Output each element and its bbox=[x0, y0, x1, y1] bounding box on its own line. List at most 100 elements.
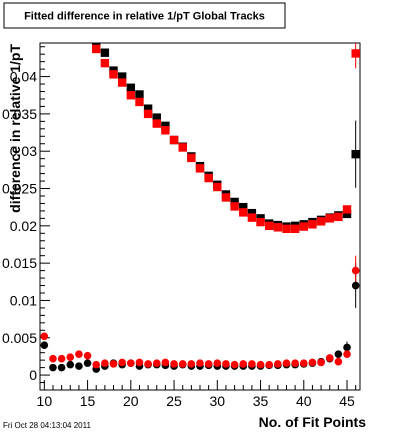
data-point bbox=[204, 360, 213, 368]
y-tick-label: 0.02 bbox=[10, 218, 37, 234]
data-point bbox=[247, 213, 257, 222]
data-point bbox=[222, 360, 230, 368]
data-point bbox=[213, 182, 222, 192]
data-point bbox=[290, 224, 300, 234]
data-point bbox=[274, 360, 282, 368]
y-tick-label: 0.025 bbox=[2, 181, 37, 197]
data-point bbox=[230, 360, 239, 369]
data-point bbox=[49, 354, 57, 363]
data-point bbox=[317, 358, 325, 367]
y-axis-title: difference in relative 1/pT bbox=[7, 44, 23, 213]
chart-title: Fitted difference in relative 1/pT Globa… bbox=[24, 11, 265, 23]
data-point bbox=[109, 360, 118, 368]
data-point bbox=[83, 351, 92, 360]
data-point bbox=[57, 363, 66, 372]
timestamp: Fri Oct 28 04:13:04 2011 bbox=[3, 421, 91, 430]
data-point bbox=[264, 221, 274, 231]
data-point bbox=[308, 358, 317, 367]
data-point bbox=[221, 193, 231, 202]
data-point bbox=[92, 360, 101, 369]
data-point bbox=[126, 91, 136, 100]
x-axis-title: No. of Fit Points bbox=[259, 414, 367, 430]
data-point bbox=[49, 363, 57, 372]
title-box bbox=[3, 2, 286, 29]
data-point bbox=[239, 202, 248, 212]
data-point bbox=[161, 126, 170, 135]
data-point bbox=[170, 360, 178, 368]
data-point bbox=[57, 354, 66, 363]
data-point bbox=[230, 202, 239, 211]
y-tick-label: 0.01 bbox=[10, 292, 37, 308]
data-point bbox=[152, 359, 161, 367]
data-point bbox=[248, 360, 256, 368]
data-point bbox=[351, 281, 360, 290]
data-point bbox=[334, 350, 343, 358]
data-point bbox=[195, 164, 205, 173]
data-point bbox=[161, 358, 170, 367]
x-tick-label: 20 bbox=[123, 393, 139, 409]
x-tick-label: 25 bbox=[166, 393, 182, 409]
x-tick-label: 45 bbox=[339, 393, 355, 409]
data-point bbox=[66, 360, 75, 369]
data-point bbox=[256, 360, 265, 369]
data-point bbox=[342, 209, 352, 219]
y-tick-label: 0.015 bbox=[2, 255, 37, 271]
data-point bbox=[143, 109, 153, 119]
data-point bbox=[291, 359, 299, 367]
data-point bbox=[135, 90, 144, 99]
data-point bbox=[126, 83, 136, 92]
data-point bbox=[152, 119, 161, 128]
data-point bbox=[101, 359, 109, 367]
data-point bbox=[118, 358, 126, 367]
data-point bbox=[40, 332, 49, 341]
axis-ticks bbox=[40, 46, 357, 391]
data-point bbox=[92, 44, 101, 54]
data-point bbox=[117, 72, 127, 81]
data-point bbox=[351, 266, 360, 275]
data-point bbox=[282, 359, 291, 367]
y-tick-label: 0.04 bbox=[10, 69, 37, 85]
data-point bbox=[213, 359, 222, 367]
data-point bbox=[308, 220, 317, 229]
data-point bbox=[187, 360, 196, 368]
y-tick-label: 0.035 bbox=[2, 106, 37, 122]
tick-labels: 10 15 20 25 30 35 40 45 0 0.005 0.01 0.015 0.02 0.025… bbox=[2, 69, 355, 409]
data-point bbox=[334, 212, 343, 222]
data-point bbox=[204, 173, 213, 183]
data-point bbox=[316, 217, 326, 226]
data-point bbox=[161, 121, 170, 131]
data-point bbox=[325, 354, 334, 362]
data-point bbox=[239, 208, 248, 217]
x-tick-label: 35 bbox=[253, 393, 269, 409]
data-point bbox=[127, 359, 135, 367]
data-point bbox=[351, 149, 360, 159]
data-point bbox=[343, 350, 351, 358]
x-tick-label: 15 bbox=[80, 393, 96, 409]
data-point bbox=[66, 353, 75, 361]
data-point bbox=[100, 48, 110, 57]
data-point bbox=[325, 214, 334, 223]
data-point bbox=[144, 360, 152, 368]
data-point bbox=[196, 359, 204, 367]
data-point bbox=[152, 113, 161, 122]
data-point bbox=[342, 205, 352, 214]
data-point bbox=[135, 358, 144, 367]
data-point bbox=[117, 78, 127, 87]
data-point bbox=[100, 58, 110, 68]
data-point bbox=[273, 223, 283, 232]
data-point bbox=[299, 222, 308, 231]
data-point bbox=[187, 153, 196, 163]
data-point bbox=[351, 49, 360, 58]
data-markers bbox=[40, 43, 360, 373]
data-point bbox=[178, 360, 187, 368]
data-point bbox=[282, 224, 291, 234]
data-point bbox=[178, 143, 187, 152]
data-point bbox=[40, 341, 49, 350]
y-tick-label: 0.005 bbox=[2, 330, 37, 346]
data-point bbox=[265, 360, 273, 369]
data-point bbox=[230, 197, 239, 207]
data-point bbox=[299, 359, 308, 367]
data-point bbox=[343, 343, 351, 352]
y-tick-label: 0 bbox=[29, 367, 37, 383]
